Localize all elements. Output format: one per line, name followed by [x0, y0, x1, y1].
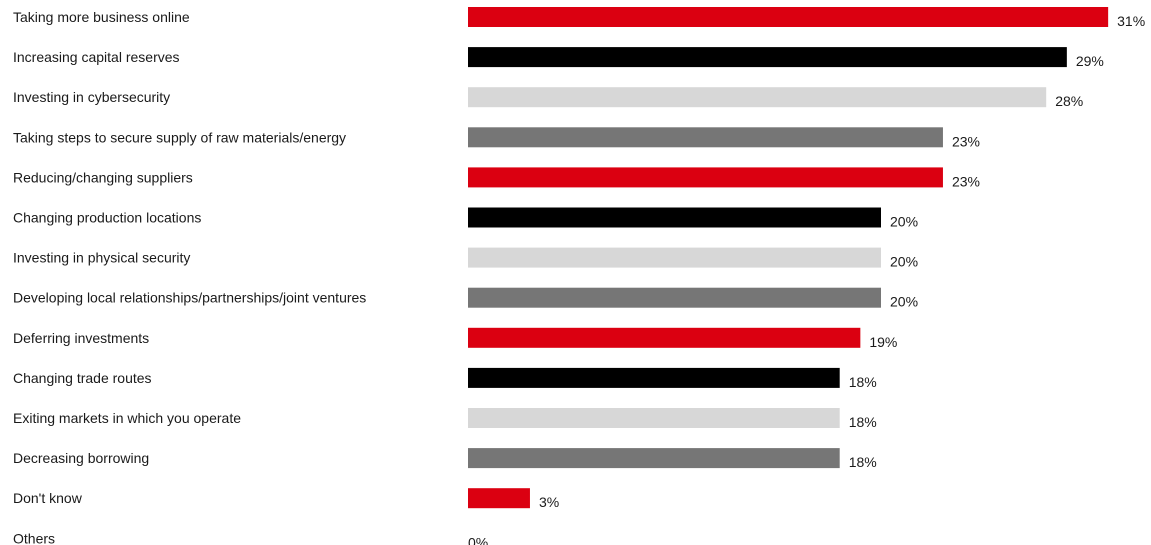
- value-label: 20%: [890, 214, 918, 230]
- value-label: 18%: [849, 454, 877, 470]
- bar: [468, 367, 840, 388]
- category-label: Others: [13, 530, 55, 545]
- category-label: Reducing/changing suppliers: [13, 169, 193, 185]
- category-label: Taking steps to secure supply of raw mat…: [13, 129, 346, 145]
- bar: [468, 327, 861, 348]
- bar: [468, 7, 1109, 27]
- bar: [468, 207, 881, 228]
- value-label: 18%: [849, 374, 877, 390]
- bar: [468, 167, 943, 188]
- category-label: Decreasing borrowing: [13, 450, 149, 466]
- bar: [468, 127, 943, 148]
- category-label: Increasing capital reserves: [13, 49, 180, 65]
- value-label: 20%: [890, 294, 918, 310]
- value-label: 28%: [1055, 93, 1083, 109]
- value-label: 3%: [539, 494, 559, 510]
- value-label: 23%: [952, 173, 980, 189]
- value-label: 20%: [890, 254, 918, 270]
- bar: [468, 47, 1067, 68]
- category-label: Investing in cybersecurity: [13, 89, 170, 105]
- category-label: Deferring investments: [13, 330, 149, 346]
- category-label: Changing trade routes: [13, 370, 152, 386]
- bar: [468, 408, 840, 428]
- bar: [468, 87, 1047, 108]
- value-label: 0%: [468, 534, 488, 545]
- value-label: 19%: [869, 334, 897, 350]
- bar: [468, 448, 840, 469]
- category-label: Developing local relationships/partnersh…: [13, 290, 366, 306]
- bars: [468, 7, 1109, 509]
- value-label: 23%: [952, 133, 980, 149]
- bar: [468, 247, 881, 268]
- value-label: 31%: [1117, 13, 1145, 29]
- value-labels: 31% 29% 28% 23% 23% 20% 20% 20% 19% 18% 18% 18% 3% 0%: [468, 13, 1145, 545]
- category-label: Changing production locations: [13, 210, 201, 226]
- category-label: Taking more business online: [13, 9, 190, 25]
- category-label: Investing in physical security: [13, 250, 190, 266]
- bar: [468, 287, 881, 308]
- value-label: 18%: [849, 414, 877, 430]
- category-label: Exiting markets in which you operate: [13, 410, 241, 426]
- category-labels: Taking more business online Increasing ca…: [13, 9, 366, 545]
- category-label: Don't know: [13, 490, 83, 506]
- bar: [468, 488, 530, 509]
- value-label: 29%: [1076, 53, 1104, 69]
